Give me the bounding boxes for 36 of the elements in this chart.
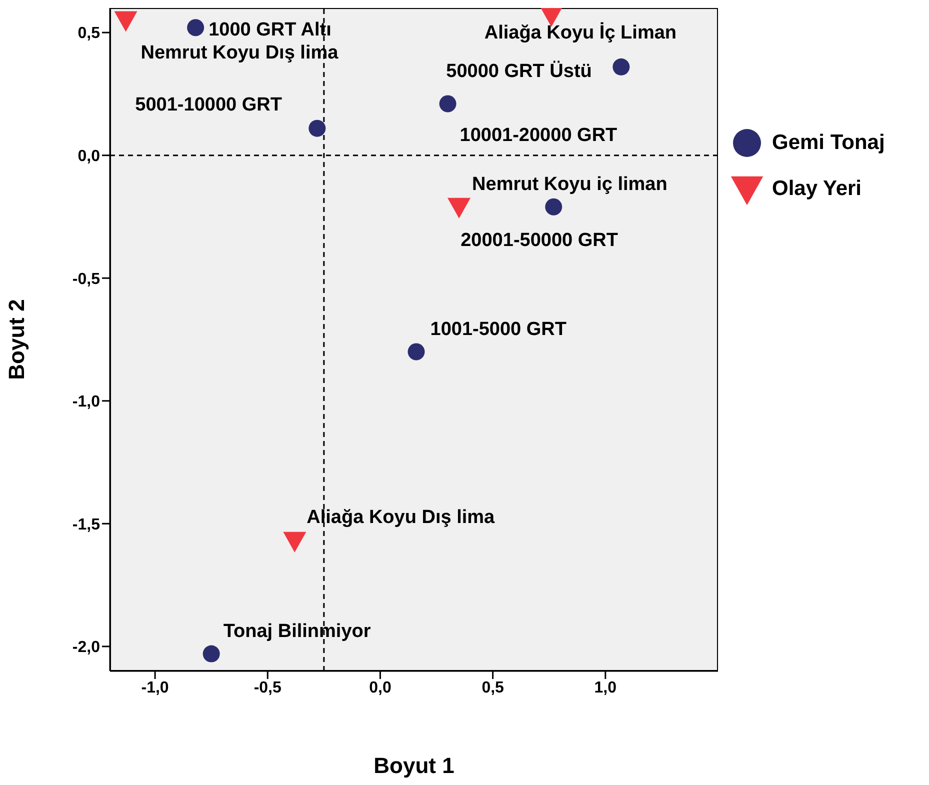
x-tick-label: -1,0 <box>141 679 169 696</box>
point <box>202 645 220 662</box>
y-tick-label: 0,0 <box>78 148 100 166</box>
annotation: Nemrut Koyu Dış lima <box>140 42 339 64</box>
annotation: 50000 GRT Üstü <box>446 60 592 82</box>
annotation: Aliağa Koyu Dış lima <box>306 506 496 528</box>
x-tick-label: 0,0 <box>369 679 392 696</box>
y-tick-label: -0,5 <box>72 270 100 288</box>
annotation: 20001-50000 GRT <box>460 230 618 251</box>
point <box>545 198 562 216</box>
annotation: 5001-10000 GRT <box>135 94 282 116</box>
point <box>408 343 425 360</box>
y-tick-label: 0,5 <box>78 25 100 42</box>
x-axis-title: Boyut 1 <box>374 753 454 778</box>
annotation: Tonaj Bilinmiyor <box>223 620 372 642</box>
point <box>308 120 326 137</box>
legend-label: Olay Yeri <box>772 177 862 201</box>
annotation: 1000 GRT Altı <box>208 20 332 41</box>
annotation: 1001-5000 GRT <box>430 318 567 340</box>
annotation: Aliağa Koyu İç Liman <box>484 21 677 44</box>
point <box>448 198 471 218</box>
legend-label: Gemi Tonaj <box>772 131 885 155</box>
y-tick-label: -2,0 <box>72 639 100 656</box>
y-tick-label: -1,5 <box>72 516 100 534</box>
x-tick-label: -0,5 <box>254 679 282 696</box>
point <box>612 58 630 76</box>
y-axis-title: Boyut 2 <box>4 299 29 380</box>
point <box>187 19 204 36</box>
y-tick-label: -1,0 <box>72 394 100 411</box>
point <box>283 532 306 552</box>
point <box>439 95 456 112</box>
annotation: 10001-20000 GRT <box>460 124 618 146</box>
x-tick-label: 0,5 <box>482 679 504 696</box>
annotation: Nemrut Koyu iç liman <box>472 174 668 195</box>
x-tick-label: 1,0 <box>594 679 617 696</box>
point <box>114 11 138 32</box>
